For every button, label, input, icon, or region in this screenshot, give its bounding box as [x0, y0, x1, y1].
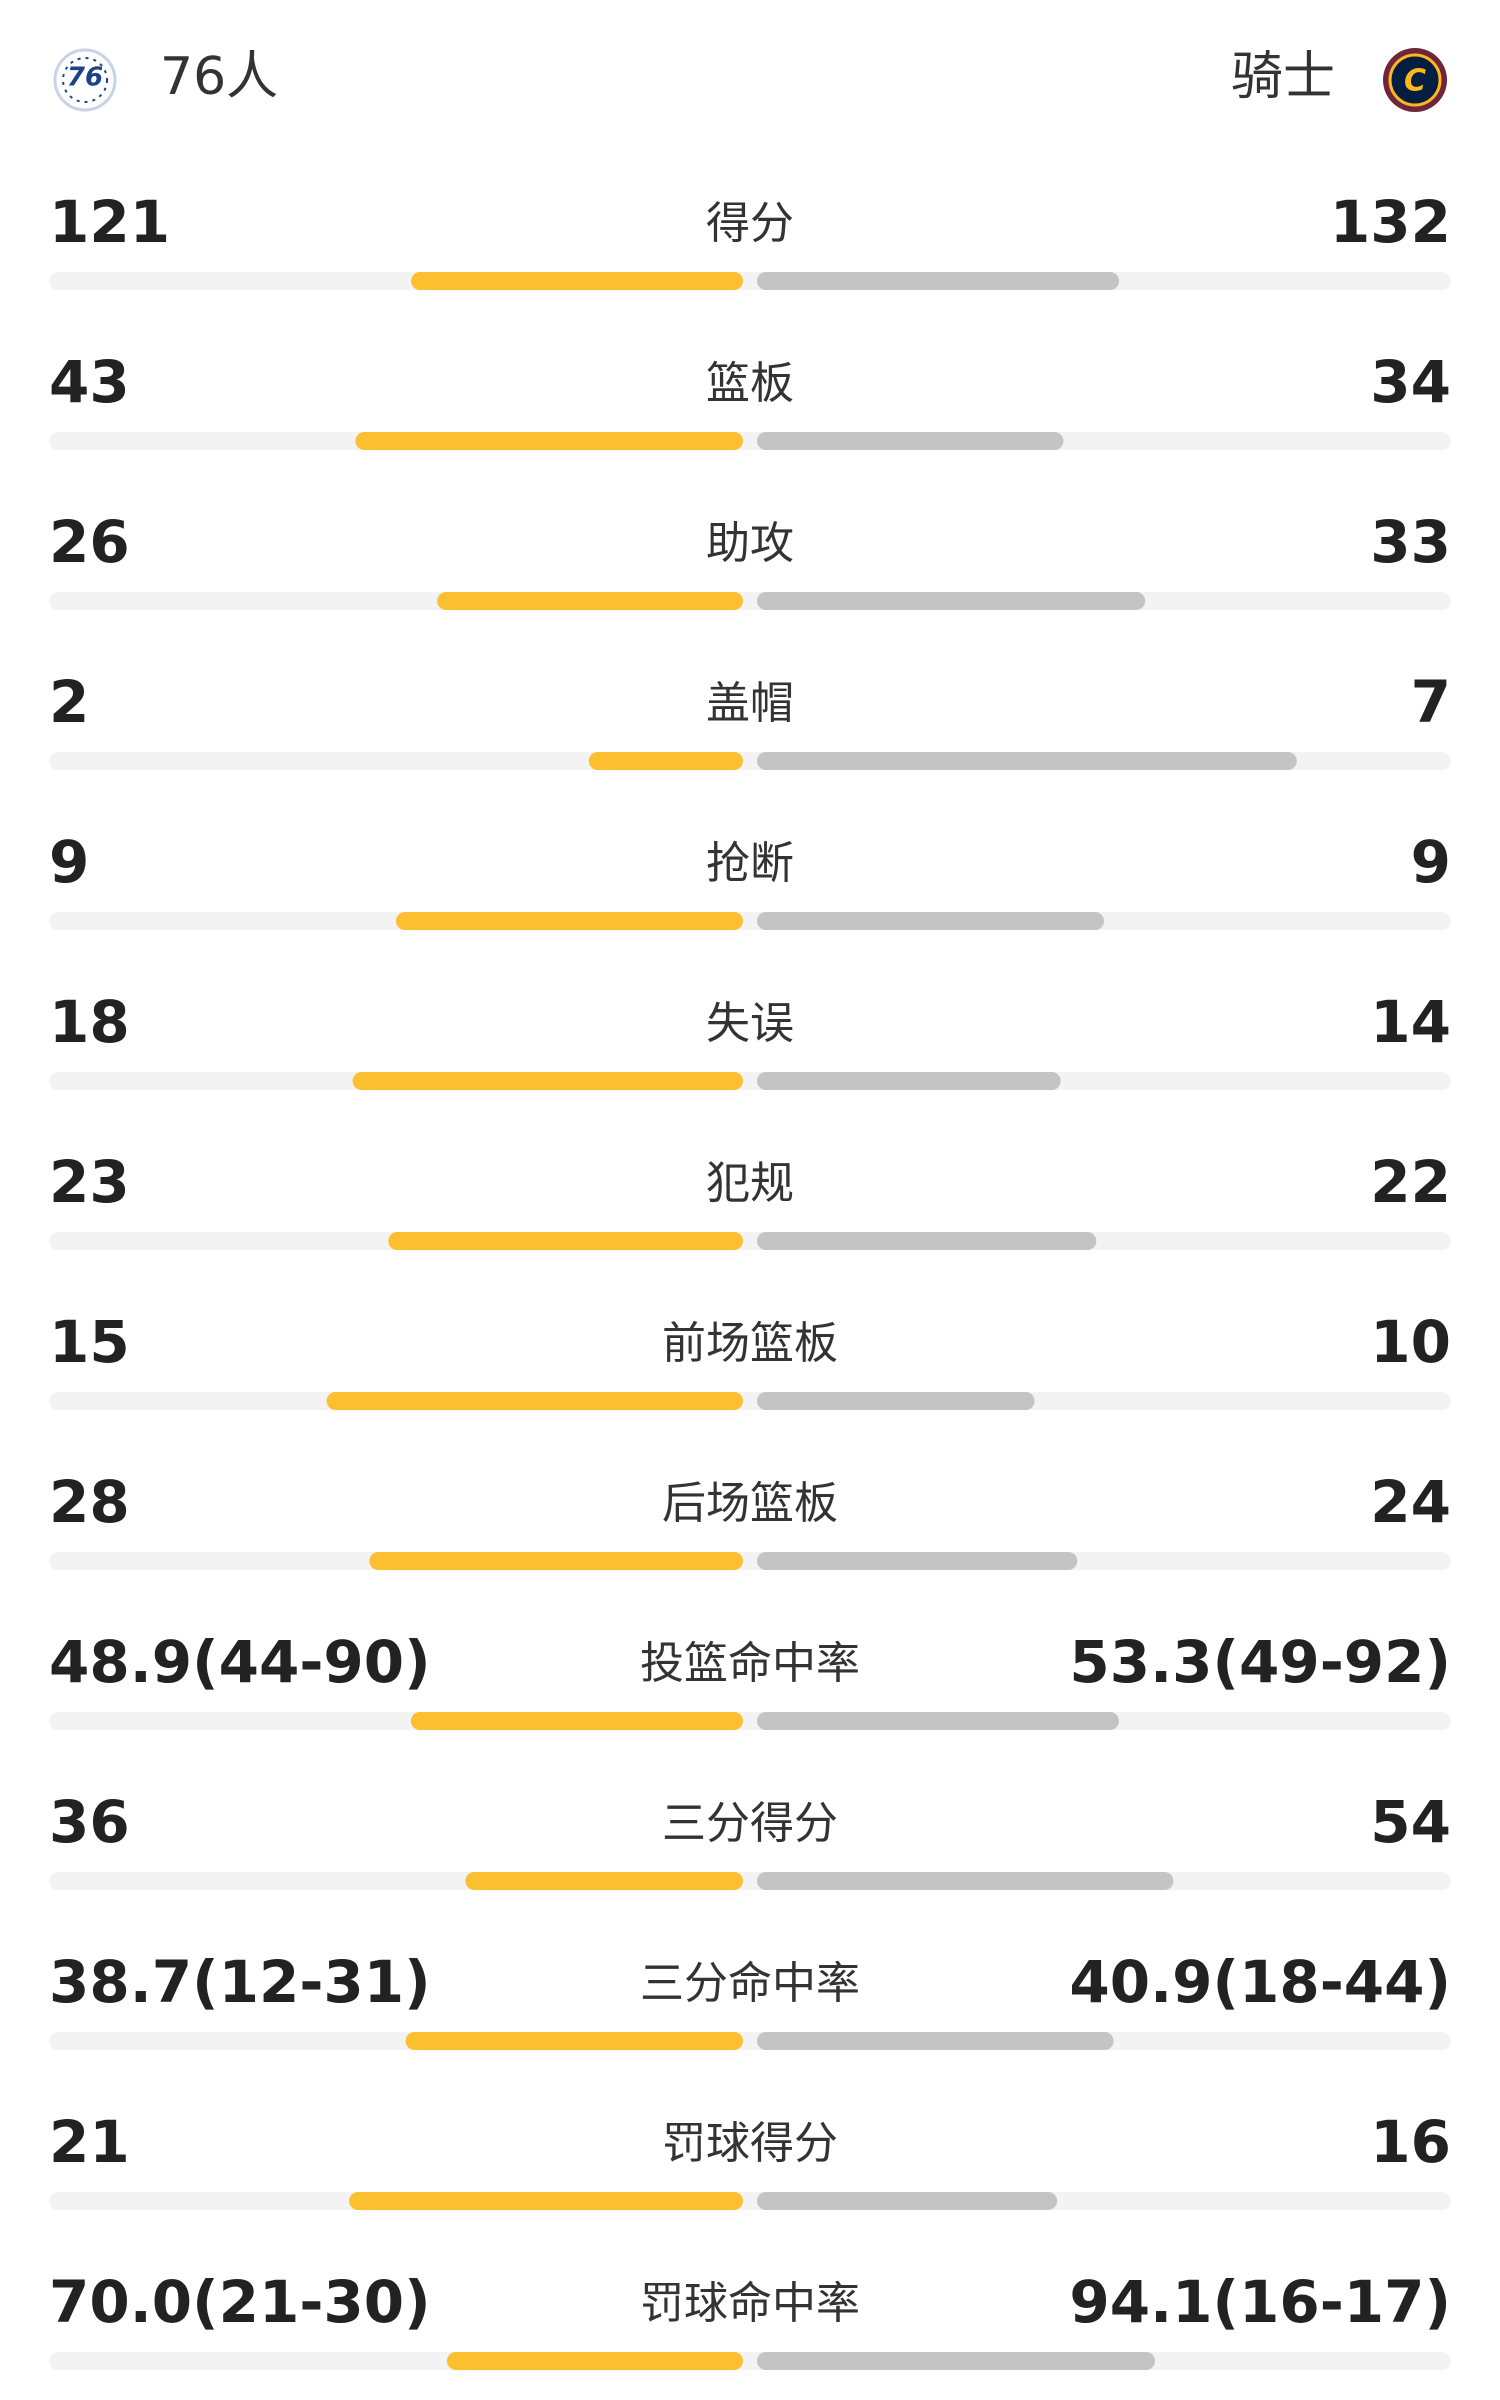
away-bar	[757, 1552, 1078, 1570]
away-value: 16	[1370, 2108, 1451, 2176]
home-value: 121	[49, 188, 170, 256]
away-logo: C	[1383, 48, 1447, 112]
home-team: 76人	[160, 47, 278, 107]
stat-label: 盖帽	[706, 678, 794, 729]
stat-label: 失误	[706, 998, 794, 1049]
home-value: 18	[49, 988, 130, 1056]
away-value: 34	[1370, 348, 1451, 416]
bar-track	[49, 2032, 1451, 2050]
stat-label: 投篮命中率	[640, 1638, 860, 1689]
away-bar	[757, 1872, 1174, 1890]
away-bar	[757, 2352, 1155, 2370]
away-value: 9	[1411, 828, 1451, 896]
away-value: 40.9(18-44)	[1069, 1948, 1451, 2016]
home-bar	[388, 1232, 743, 1250]
stat-label: 前场篮板	[662, 1318, 838, 1369]
home-value: 48.9(44-90)	[49, 1628, 431, 1696]
home-value: 9	[49, 828, 89, 896]
home-value: 15	[49, 1308, 130, 1376]
home-value: 28	[49, 1468, 130, 1536]
home-value: 43	[49, 348, 130, 416]
stat-label: 得分	[706, 198, 794, 249]
home-bar	[396, 912, 743, 930]
stat-label: 助攻	[706, 518, 794, 569]
svg-text:76: 76	[67, 63, 103, 93]
stat-label: 罚球得分	[662, 2118, 838, 2169]
bar-track	[49, 1392, 1451, 1410]
bar-track	[49, 912, 1451, 930]
away-bar	[757, 592, 1146, 610]
home-bar	[349, 2192, 743, 2210]
stat-label: 后场篮板	[662, 1478, 838, 1529]
home-value: 70.0(21-30)	[49, 2268, 431, 2336]
home-bar	[405, 2032, 743, 2050]
home-bar	[437, 592, 743, 610]
away-bar	[757, 1712, 1119, 1730]
home-bar	[352, 1072, 743, 1090]
away-value: 24	[1370, 1468, 1451, 1536]
stat-label: 三分得分	[662, 1798, 838, 1849]
away-value: 33	[1370, 508, 1451, 576]
home-bar	[369, 1552, 743, 1570]
home-value: 23	[49, 1148, 130, 1216]
stat-label: 罚球命中率	[640, 2278, 860, 2329]
home-bar	[355, 432, 743, 450]
away-bar	[757, 2032, 1114, 2050]
away-value: 7	[1411, 668, 1451, 736]
bar-track	[49, 1552, 1451, 1570]
home-bar	[446, 2352, 743, 2370]
away-value: 10	[1370, 1308, 1451, 1376]
stat-label: 犯规	[706, 1158, 794, 1209]
away-value: 14	[1370, 988, 1451, 1056]
home-bar	[465, 1872, 743, 1890]
away-value: 22	[1370, 1148, 1451, 1216]
stat-label: 篮板	[706, 358, 794, 409]
home-bar	[410, 1712, 743, 1730]
away-bar	[757, 432, 1064, 450]
home-bar	[411, 272, 743, 290]
home-bar	[588, 752, 743, 770]
bar-track	[49, 1712, 1451, 1730]
away-bar	[757, 752, 1297, 770]
stat-label: 三分命中率	[640, 1958, 860, 2009]
bar-track	[49, 1232, 1451, 1250]
home-value: 38.7(12-31)	[49, 1948, 431, 2016]
away-bar	[757, 1072, 1061, 1090]
away-value: 53.3(49-92)	[1069, 1628, 1451, 1696]
home-bar	[326, 1392, 743, 1410]
bar-track	[49, 2352, 1451, 2370]
away-bar	[757, 1232, 1097, 1250]
away-value: 94.1(16-17)	[1069, 2268, 1451, 2336]
away-bar	[757, 272, 1120, 290]
bar-track	[49, 272, 1451, 290]
bar-track	[49, 592, 1451, 610]
away-bar	[757, 912, 1104, 930]
away-team: 骑士	[1231, 47, 1335, 107]
svg-text:C: C	[1404, 64, 1426, 99]
away-bar	[757, 2192, 1058, 2210]
away-bar	[757, 1392, 1035, 1410]
bar-track	[49, 2192, 1451, 2210]
home-value: 26	[49, 508, 130, 576]
away-value: 132	[1330, 188, 1451, 256]
home-value: 21	[49, 2108, 130, 2176]
bar-track	[49, 1072, 1451, 1090]
bar-track	[49, 1872, 1451, 1890]
bar-track	[49, 432, 1451, 450]
stat-label: 抢断	[706, 838, 794, 889]
away-value: 54	[1370, 1788, 1451, 1856]
home-value: 2	[49, 668, 89, 736]
home-value: 36	[49, 1788, 130, 1856]
home-logo: 76	[53, 48, 117, 112]
